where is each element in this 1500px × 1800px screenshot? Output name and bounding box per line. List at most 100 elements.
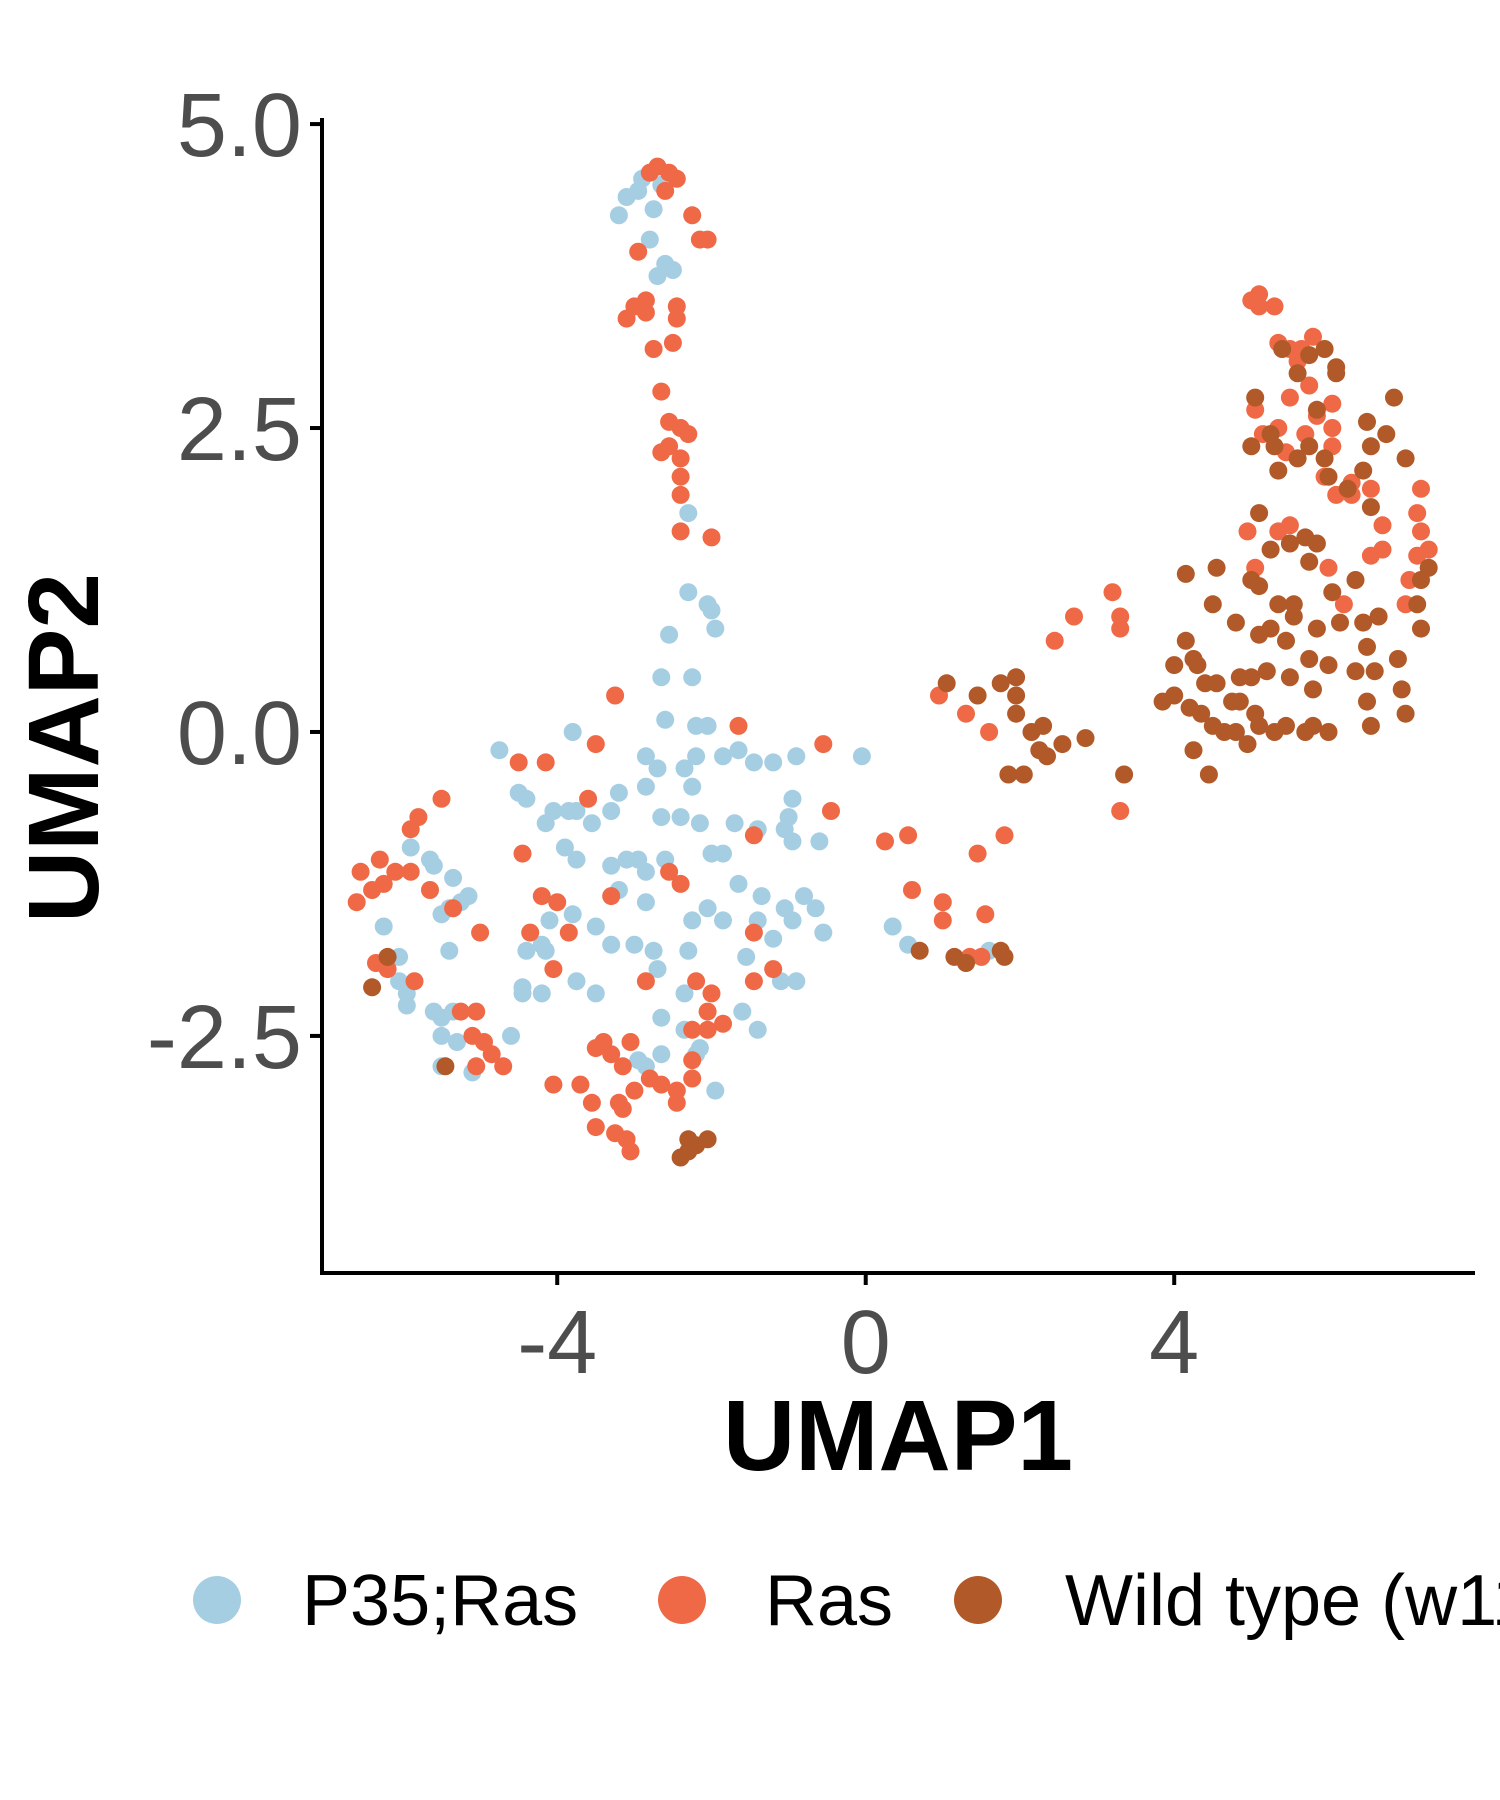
point-series-2-53 [1304, 716, 1322, 735]
point-series-0-99 [644, 941, 663, 960]
point-series-0-116 [586, 984, 605, 1003]
point-series-2-51 [1277, 716, 1295, 735]
point-series-0-29 [675, 759, 694, 778]
point-series-0-81 [586, 917, 605, 936]
legend-label-0: P35;Ras [302, 1561, 578, 1641]
point-series-1-131 [1323, 394, 1342, 413]
point-series-1-55 [671, 874, 690, 893]
point-series-0-120 [748, 1020, 767, 1039]
point-series-0-42 [725, 814, 744, 833]
point-series-2-76 [1354, 613, 1373, 632]
point-series-0-73 [421, 850, 439, 869]
point-series-2-119 [1300, 650, 1319, 668]
point-series-2-77 [1358, 637, 1376, 656]
point-series-0-104 [397, 996, 416, 1015]
point-series-2-12 [995, 947, 1014, 966]
point-series-1-60 [471, 923, 490, 942]
point-series-1-46 [421, 881, 439, 899]
point-series-2-116 [1319, 656, 1338, 675]
point-series-0-88 [737, 947, 756, 966]
point-series-2-86 [1242, 437, 1261, 456]
point-series-1-27 [702, 528, 721, 547]
point-series-1-114 [1065, 607, 1083, 626]
point-series-1-29 [729, 716, 748, 735]
point-series-0-14 [706, 619, 725, 638]
point-series-0-96 [536, 941, 555, 960]
point-series-1-93 [582, 1093, 601, 1112]
point-series-1-152 [1319, 558, 1338, 577]
point-series-1-66 [744, 923, 763, 942]
point-series-1-3 [640, 163, 659, 182]
point-series-0-54 [555, 838, 574, 857]
point-series-1-89 [602, 1045, 621, 1064]
point-series-1-62 [636, 972, 655, 991]
point-series-0-26 [563, 723, 582, 741]
point-series-2-18 [1007, 704, 1026, 723]
point-series-0-89 [787, 972, 806, 991]
point-series-0-94 [517, 941, 536, 960]
point-series-1-103 [933, 893, 952, 912]
point-series-2-13 [937, 674, 956, 693]
point-series-2-72 [1284, 607, 1303, 626]
point-series-1-111 [957, 704, 975, 723]
point-series-1-122 [1265, 297, 1284, 316]
point-series-2-59 [1207, 558, 1226, 577]
point-series-1-73 [494, 1057, 513, 1076]
point-series-1-49 [532, 887, 551, 906]
point-series-1-149 [1373, 516, 1392, 535]
legend-label-1: Ras [765, 1561, 893, 1641]
point-series-0-119 [733, 1002, 752, 1021]
point-series-2-2 [378, 947, 397, 966]
point-series-1-121 [1250, 297, 1269, 316]
point-series-1-56 [744, 826, 763, 845]
point-series-1-91 [625, 1081, 644, 1100]
point-series-0-71 [401, 838, 420, 857]
point-series-0-6 [640, 230, 659, 249]
point-series-0-20 [698, 716, 717, 735]
point-series-0-108 [432, 1026, 451, 1045]
point-series-2-106 [1327, 358, 1346, 377]
point-series-1-99 [586, 1118, 605, 1137]
point-series-1-77 [613, 1057, 632, 1076]
point-series-2-14 [968, 686, 987, 705]
point-series-1-104 [968, 844, 987, 863]
point-series-1-85 [698, 1002, 717, 1021]
x-axis-title: UMAP1 [723, 1380, 1073, 1492]
point-series-1-15 [663, 333, 682, 352]
point-series-0-23 [764, 753, 783, 772]
point-series-2-56 [1396, 704, 1415, 723]
point-series-2-68 [1269, 595, 1288, 614]
legend-marker-2 [954, 1576, 1002, 1624]
point-series-2-108 [1288, 364, 1307, 383]
point-series-1-33 [536, 753, 555, 772]
point-series-2-103 [1385, 388, 1403, 407]
point-series-2-111 [1226, 613, 1245, 632]
point-series-2-17 [1007, 686, 1026, 705]
point-series-1-74 [544, 1075, 563, 1094]
point-series-2-84 [1412, 571, 1430, 589]
point-series-1-34 [579, 789, 598, 808]
point-series-1-84 [683, 1020, 702, 1039]
point-series-0-123 [502, 1026, 520, 1045]
point-series-1-23 [671, 449, 690, 468]
y-tick-label-3: 5.0 [177, 76, 302, 176]
point-series-1-20 [679, 425, 698, 444]
x-tick-label-1: 0 [841, 1293, 891, 1393]
point-series-2-23 [1038, 747, 1056, 766]
point-series-0-113 [513, 984, 532, 1003]
y-tick-label-2: 2.5 [177, 380, 302, 480]
point-series-0-30 [687, 747, 706, 766]
point-series-1-65 [764, 960, 783, 979]
point-series-0-38 [602, 802, 621, 820]
point-series-0-62 [714, 844, 732, 863]
point-series-0-41 [690, 814, 709, 833]
point-series-0-70 [814, 923, 833, 942]
point-series-1-80 [652, 1075, 671, 1094]
point-series-2-97 [1361, 498, 1380, 517]
point-series-2-63 [1280, 534, 1299, 553]
point-series-2-117 [1358, 692, 1376, 711]
point-series-1-7 [690, 230, 709, 249]
point-series-2-89 [1269, 461, 1288, 480]
point-series-1-83 [683, 1069, 702, 1088]
point-series-1-32 [509, 753, 528, 772]
